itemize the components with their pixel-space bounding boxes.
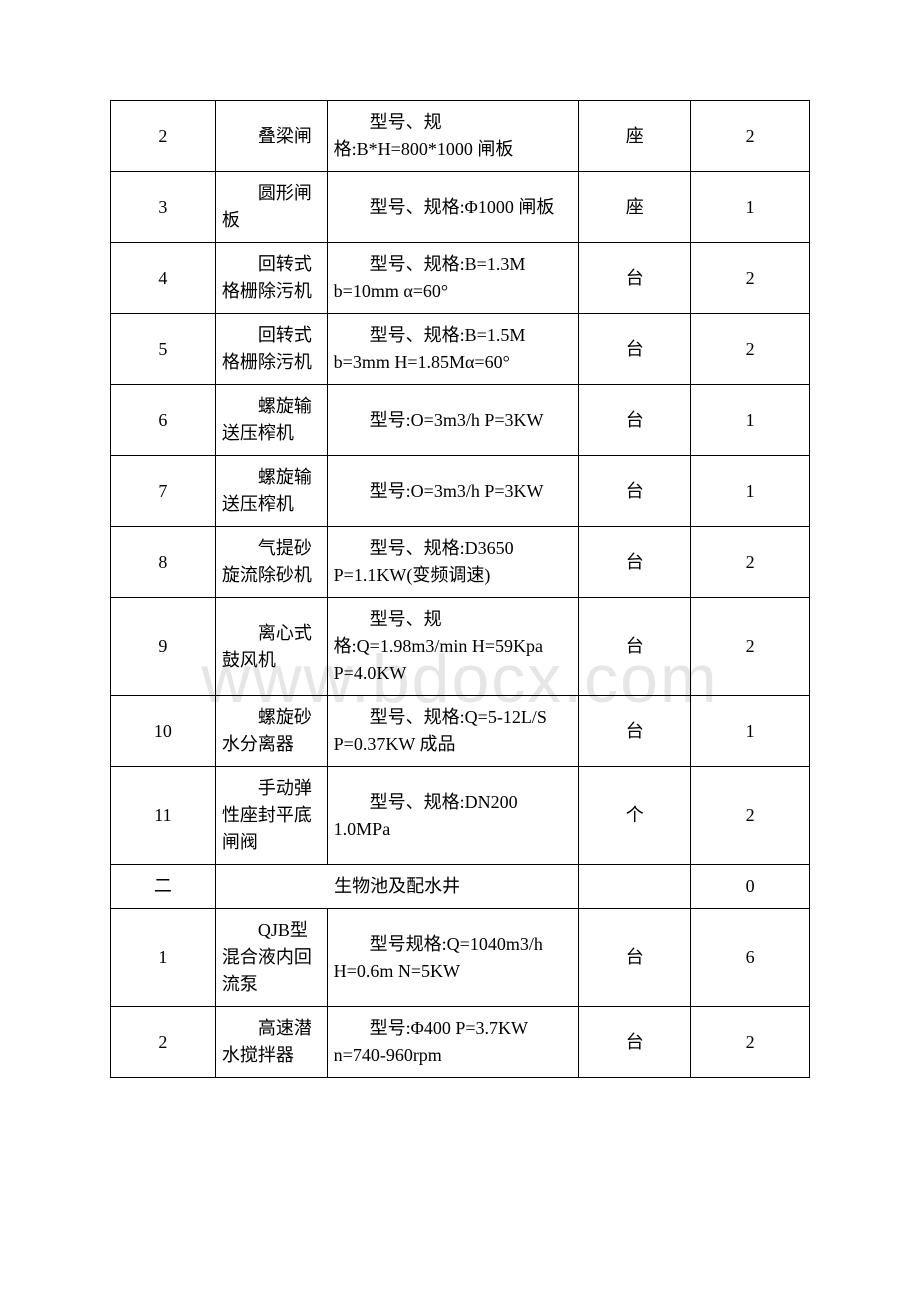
table-row: 9离心式鼓风机型号、规格:Q=1.98m3/min H=59Kpa P=4.0K… — [111, 598, 810, 696]
cell-quantity: 2 — [691, 243, 810, 314]
cell-spec: 型号:Φ400 P=3.7KW n=740-960rpm — [327, 1007, 579, 1078]
cell-unit: 台 — [579, 696, 691, 767]
cell-number: 2 — [111, 1007, 216, 1078]
table-row: 1QJB型混合液内回流泵型号规格:Q=1040m3/h H=0.6m N=5KW… — [111, 909, 810, 1007]
cell-spec: 型号、规格:Φ1000 闸板 — [327, 172, 579, 243]
cell-quantity: 2 — [691, 598, 810, 696]
cell-name: 螺旋砂水分离器 — [215, 696, 327, 767]
cell-name: QJB型混合液内回流泵 — [215, 909, 327, 1007]
table-row: 4回转式格栅除污机型号、规格:B=1.3M b=10mm α=60°台2 — [111, 243, 810, 314]
cell-number: 2 — [111, 101, 216, 172]
table-row: 7螺旋输送压榨机型号:O=3m3/h P=3KW台1 — [111, 456, 810, 527]
cell-quantity: 2 — [691, 314, 810, 385]
table-row: 3圆形闸板型号、规格:Φ1000 闸板座1 — [111, 172, 810, 243]
cell-name: 回转式格栅除污机 — [215, 314, 327, 385]
cell-unit: 台 — [579, 1007, 691, 1078]
cell-number: 3 — [111, 172, 216, 243]
cell-spec: 型号、规格:B=1.3M b=10mm α=60° — [327, 243, 579, 314]
cell-name: 螺旋输送压榨机 — [215, 456, 327, 527]
cell-number: 7 — [111, 456, 216, 527]
equipment-table: 2叠梁闸型号、规格:B*H=800*1000 闸板座23圆形闸板型号、规格:Φ1… — [110, 100, 810, 1078]
cell-spec: 型号规格:Q=1040m3/h H=0.6m N=5KW — [327, 909, 579, 1007]
cell-spec: 型号、规格:B=1.5M b=3mm H=1.85Mα=60° — [327, 314, 579, 385]
cell-quantity: 1 — [691, 456, 810, 527]
table-row: 8气提砂旋流除砂机型号、规格:D3650 P=1.1KW(变频调速)台2 — [111, 527, 810, 598]
cell-quantity: 2 — [691, 527, 810, 598]
cell-unit: 台 — [579, 385, 691, 456]
table-row: 2叠梁闸型号、规格:B*H=800*1000 闸板座2 — [111, 101, 810, 172]
cell-unit: 台 — [579, 598, 691, 696]
document-page: 2叠梁闸型号、规格:B*H=800*1000 闸板座23圆形闸板型号、规格:Φ1… — [0, 0, 920, 1138]
table-body: 2叠梁闸型号、规格:B*H=800*1000 闸板座23圆形闸板型号、规格:Φ1… — [111, 101, 810, 1078]
cell-unit: 台 — [579, 243, 691, 314]
cell-name: 高速潜水搅拌器 — [215, 1007, 327, 1078]
cell-quantity: 1 — [691, 172, 810, 243]
cell-unit: 台 — [579, 456, 691, 527]
cell-number: 8 — [111, 527, 216, 598]
cell-quantity: 1 — [691, 385, 810, 456]
cell-unit: 台 — [579, 314, 691, 385]
cell-number: 6 — [111, 385, 216, 456]
cell-spec: 型号、规格:D3650 P=1.1KW(变频调速) — [327, 527, 579, 598]
cell-unit: 座 — [579, 172, 691, 243]
cell-number: 5 — [111, 314, 216, 385]
cell-unit: 台 — [579, 909, 691, 1007]
cell-spec: 型号、规格:Q=1.98m3/min H=59Kpa P=4.0KW — [327, 598, 579, 696]
table-row: 二生物池及配水井 0 — [111, 865, 810, 909]
cell-spec: 型号、规格:B*H=800*1000 闸板 — [327, 101, 579, 172]
cell-name: 回转式格栅除污机 — [215, 243, 327, 314]
cell-unit: 座 — [579, 101, 691, 172]
cell-unit: 台 — [579, 527, 691, 598]
cell-unit: 个 — [579, 767, 691, 865]
cell-name: 离心式鼓风机 — [215, 598, 327, 696]
table-row: 6螺旋输送压榨机型号:O=3m3/h P=3KW台1 — [111, 385, 810, 456]
cell-quantity: 1 — [691, 696, 810, 767]
cell-number: 4 — [111, 243, 216, 314]
cell-section-title: 生物池及配水井 — [215, 865, 578, 909]
table-row: 2高速潜水搅拌器型号:Φ400 P=3.7KW n=740-960rpm台2 — [111, 1007, 810, 1078]
cell-unit — [579, 865, 691, 909]
cell-quantity: 0 — [691, 865, 810, 909]
cell-number: 9 — [111, 598, 216, 696]
cell-spec: 型号、规格:Q=5-12L/S P=0.37KW 成品 — [327, 696, 579, 767]
table-row: 10螺旋砂水分离器型号、规格:Q=5-12L/S P=0.37KW 成品台1 — [111, 696, 810, 767]
cell-spec: 型号:O=3m3/h P=3KW — [327, 456, 579, 527]
cell-name: 螺旋输送压榨机 — [215, 385, 327, 456]
cell-name: 手动弹性座封平底闸阀 — [215, 767, 327, 865]
cell-number: 二 — [111, 865, 216, 909]
cell-quantity: 2 — [691, 101, 810, 172]
cell-number: 11 — [111, 767, 216, 865]
cell-number: 10 — [111, 696, 216, 767]
cell-number: 1 — [111, 909, 216, 1007]
cell-spec: 型号、规格:DN200 1.0MPa — [327, 767, 579, 865]
table-row: 11手动弹性座封平底闸阀型号、规格:DN200 1.0MPa个2 — [111, 767, 810, 865]
cell-spec: 型号:O=3m3/h P=3KW — [327, 385, 579, 456]
cell-quantity: 2 — [691, 1007, 810, 1078]
cell-name: 叠梁闸 — [215, 101, 327, 172]
table-row: 5回转式格栅除污机型号、规格:B=1.5M b=3mm H=1.85Mα=60°… — [111, 314, 810, 385]
cell-quantity: 2 — [691, 767, 810, 865]
cell-name: 气提砂旋流除砂机 — [215, 527, 327, 598]
cell-quantity: 6 — [691, 909, 810, 1007]
cell-name: 圆形闸板 — [215, 172, 327, 243]
